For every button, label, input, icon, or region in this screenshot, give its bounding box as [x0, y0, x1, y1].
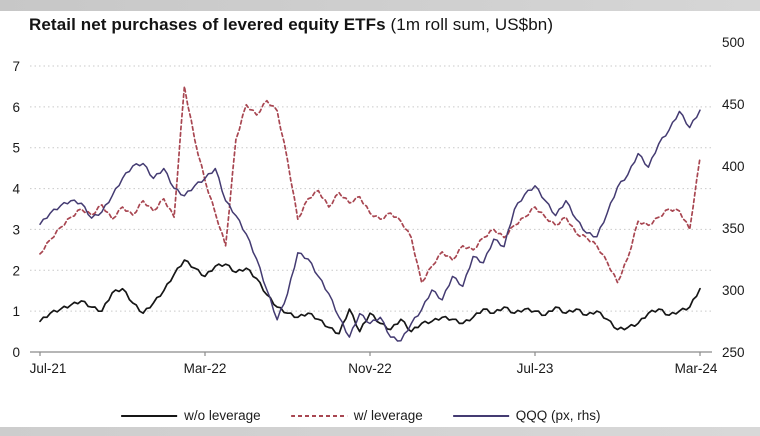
- y-left-tick-label: 4: [12, 182, 20, 197]
- x-tick-label: Jul-23: [517, 361, 554, 376]
- y-right-tick-label: 400: [722, 159, 745, 174]
- bottom-gray-strip: [0, 427, 760, 436]
- series-line-qqq-px-rhs-: [39, 109, 701, 342]
- page-title: Retail net purchases of levered equity E…: [29, 15, 553, 35]
- y-right-tick-label: 450: [722, 97, 745, 112]
- y-axis-left: 0 1 2 3 4 5 6 7: [12, 59, 20, 360]
- y-axis-right: 250 300 350 400 450 500: [722, 35, 745, 360]
- y-left-tick-label: 3: [12, 222, 20, 237]
- x-axis: Jul-21 Mar-22 Nov-22 Jul-23 Mar-24: [30, 351, 718, 376]
- legend: w/o leverage w/ leverage QQQ (px, rhs): [121, 408, 601, 423]
- y-right-tick-label: 350: [722, 221, 745, 236]
- legend-item-w-leverage: w/ leverage: [290, 408, 423, 423]
- x-tick-label: Mar-22: [184, 361, 227, 376]
- x-tick-label: Jul-21: [30, 361, 67, 376]
- legend-line-swatch-solid-black: [121, 414, 178, 417]
- y-left-tick-label: 5: [12, 141, 20, 156]
- y-left-tick-label: 6: [12, 100, 20, 115]
- legend-label: w/ leverage: [353, 408, 423, 423]
- y-right-tick-label: 300: [722, 283, 745, 298]
- y-left-tick-label: 0: [12, 345, 20, 360]
- legend-item-qqq: QQQ (px, rhs): [452, 408, 601, 423]
- chart-title-main: Retail net purchases of levered equity E…: [29, 15, 386, 34]
- legend-label: QQQ (px, rhs): [515, 408, 601, 423]
- y-right-tick-label: 500: [722, 35, 745, 50]
- series-line-w-leverage: [39, 85, 701, 284]
- x-tick-label: Nov-22: [348, 361, 392, 376]
- legend-line-swatch-solid-navy: [452, 414, 509, 417]
- y-left-tick-label: 7: [12, 59, 20, 74]
- legend-line-swatch-dashed-red: [290, 414, 347, 417]
- legend-item-wo-leverage: w/o leverage: [121, 408, 261, 423]
- legend-label: w/o leverage: [184, 408, 261, 423]
- chart-title-sub: (1m roll sum, US$bn): [385, 15, 554, 34]
- x-tick-label: Mar-24: [675, 361, 718, 376]
- gridlines: [30, 65, 712, 312]
- y-left-tick-label: 2: [12, 263, 20, 278]
- y-left-tick-label: 1: [12, 304, 20, 319]
- top-gray-strip: [0, 0, 760, 11]
- series-line-w-o-leverage: [39, 259, 701, 335]
- y-right-tick-label: 250: [722, 345, 745, 360]
